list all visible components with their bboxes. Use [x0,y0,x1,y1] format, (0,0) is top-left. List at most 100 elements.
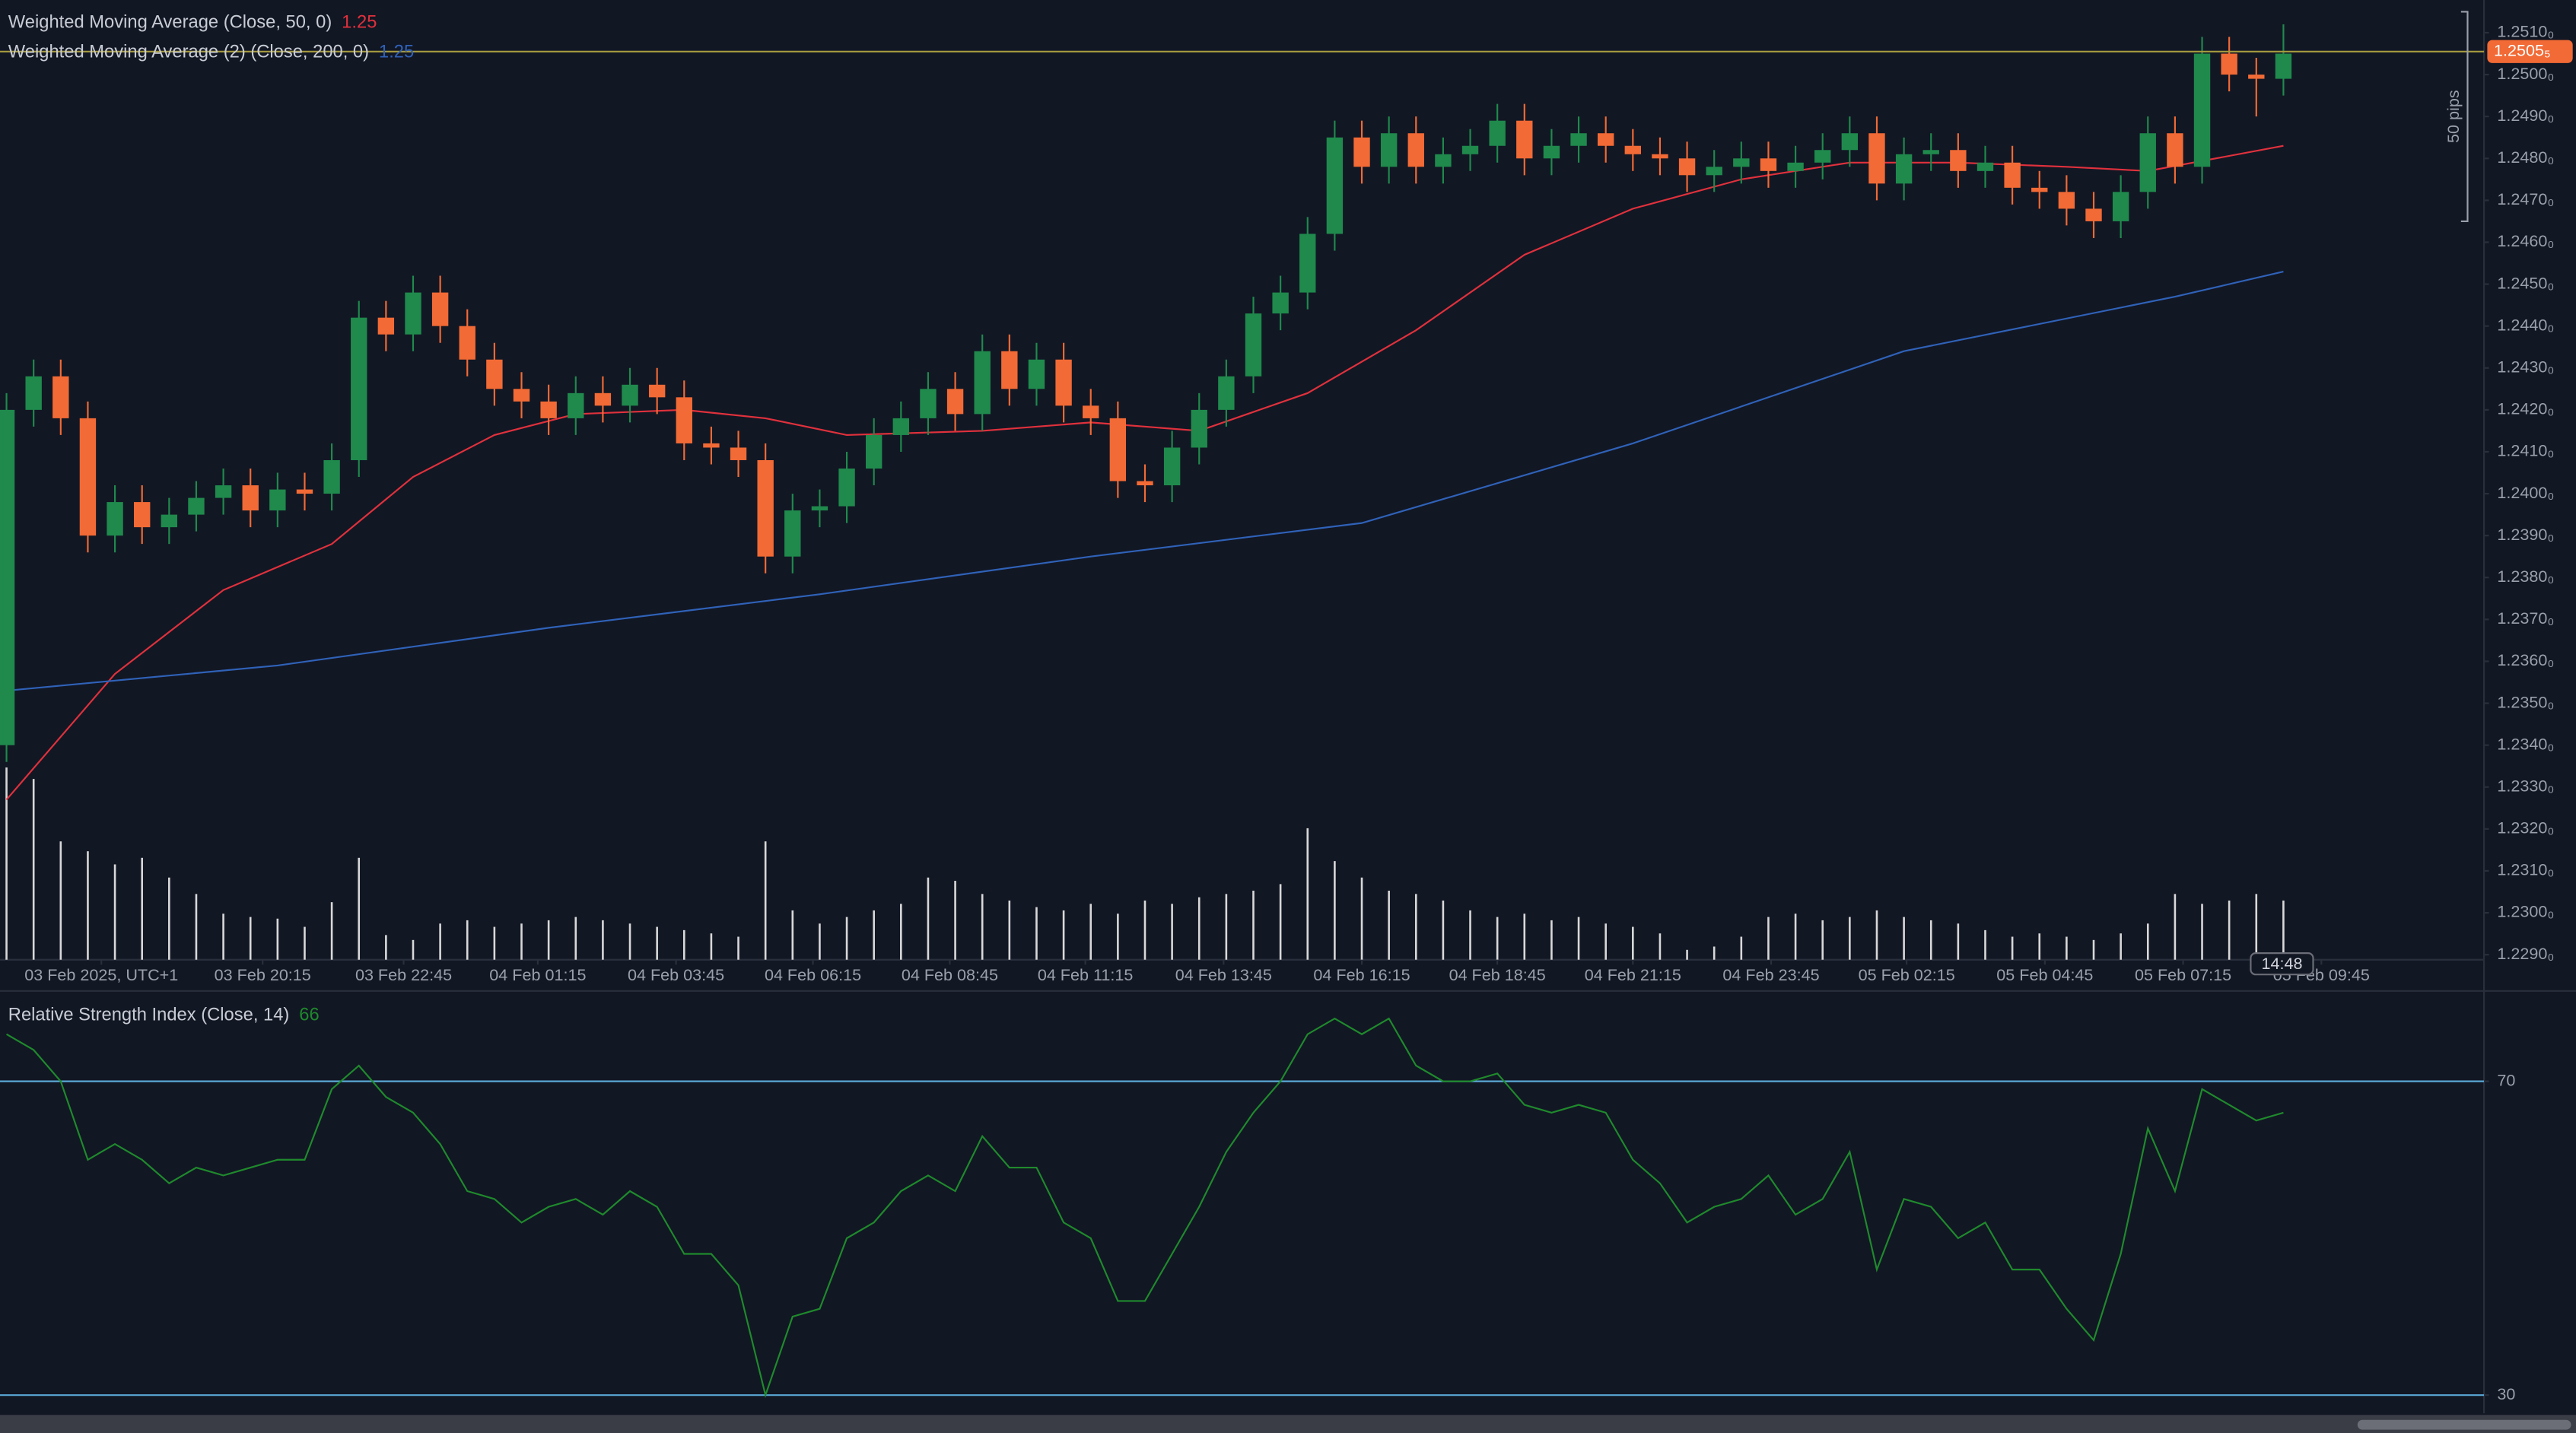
volume-bar [1849,917,1851,960]
candle-body [1083,405,1099,418]
candle-body [459,326,475,360]
y-tick-label: 1.2300₀ [2497,902,2554,921]
candle-body [2085,208,2102,221]
candle-body [1922,150,1939,154]
y-tick-label: 1.2340₀ [2497,734,2554,753]
candle-body [107,502,123,536]
rsi-title: Relative Strength Index (Close, 14) [8,1004,290,1025]
volume-bar [900,904,902,960]
y-tick-label: 1.2490₀ [2497,106,2554,125]
x-tick-label: 03 Feb 20:15 [215,965,311,984]
scrollbar-thumb[interactable] [2357,1419,2571,1430]
y-tick-label: 70 [2497,1070,2515,1089]
volume-bar [1686,949,1688,960]
last-price-label: 1.2505₅ [2494,40,2551,59]
volume-bar [2201,904,2203,960]
volume-bar [628,923,631,960]
volume-bar [168,877,170,960]
legend-label: Weighted Moving Average (Close, 50, 0) [8,12,332,33]
candle-body [2058,192,2075,209]
y-tick-label: 1.2330₀ [2497,776,2554,795]
y-tick-label: 1.2290₀ [2497,944,2554,963]
x-tick-label: 04 Feb 23:45 [1722,965,1819,984]
volume-bar [113,864,116,960]
scrollbar-track[interactable] [0,1415,2576,1433]
volume-bar [1794,913,1797,960]
volume-bar [5,767,8,960]
candle-body [0,409,15,745]
candle-body [377,317,395,335]
candle-body [540,401,557,418]
y-tick-label: 1.2470₀ [2497,189,2554,208]
y-tick-label: 1.2430₀ [2497,357,2554,376]
candle-body [622,384,638,406]
volume-bar [1957,923,1960,960]
volume-bar [1577,917,1580,960]
candle-body [2112,192,2129,221]
candle-body [1191,409,1207,448]
volume-bar [1767,917,1770,960]
y-tick-label: 1.2480₀ [2497,148,2554,167]
volume-bar [385,935,387,960]
volume-bar [141,857,143,960]
candle-body [25,376,42,410]
volume-bar [574,917,577,960]
candle-body [1977,162,1994,171]
x-tick-label: 04 Feb 06:15 [765,965,861,984]
volume-bar [439,923,441,960]
candle-body [892,418,910,435]
volume-bar [845,917,848,960]
y-tick-label: 1.2400₀ [2497,483,2554,502]
y-tick-label: 1.2360₀ [2497,650,2554,669]
volume-bar [1929,920,1932,960]
volume-bar [2255,894,2258,960]
volume-bar [656,926,658,960]
candle-body [1380,133,1398,167]
volume-bar [2228,900,2231,960]
y-tick-label: 1.2370₀ [2497,608,2554,628]
candle-body [323,459,340,494]
candle-body [838,469,855,507]
volume-bar [2174,894,2177,960]
countdown-label: 14:48 [2261,954,2302,973]
volume-bar [1523,913,1526,960]
x-tick-label: 04 Feb 13:45 [1175,965,1272,984]
volume-bar [412,939,415,960]
volume-bar [602,920,604,960]
countdown-tag [2250,952,2314,976]
volume-bar [222,913,224,960]
candle-body [1461,145,1479,154]
candle-body [2031,187,2048,192]
volume-bar [1225,894,1228,960]
volume-bar [1252,891,1255,960]
y-tick-label: 1.2390₀ [2497,525,2554,544]
candle-body [1163,447,1181,486]
volume-bar [304,926,306,960]
volume-bar [1875,910,1878,960]
volume-bar [276,918,279,960]
candle-body [431,292,449,326]
candle-body [215,485,232,498]
legend-value: 1.25 [342,12,377,33]
volume-bar [1279,884,1282,960]
volume-bar [710,933,713,960]
y-tick-label: 1.2460₀ [2497,231,2554,250]
volume-bar [791,910,794,960]
candle-body [296,489,313,494]
volume-bar [1903,917,1905,960]
last-price-tag [2487,40,2573,63]
candle-body [79,418,97,536]
candle-body [974,351,991,415]
candle-body [1733,158,1750,167]
candle-body [486,359,503,389]
volume-bar [981,894,984,960]
volume-bar [358,857,361,960]
candle-body [242,485,259,511]
candle-body [568,392,584,418]
candle-body [1706,167,1722,176]
volume-bar [737,936,739,960]
x-tick-label: 04 Feb 11:15 [1038,965,1134,984]
volume-bar [2011,936,2014,960]
